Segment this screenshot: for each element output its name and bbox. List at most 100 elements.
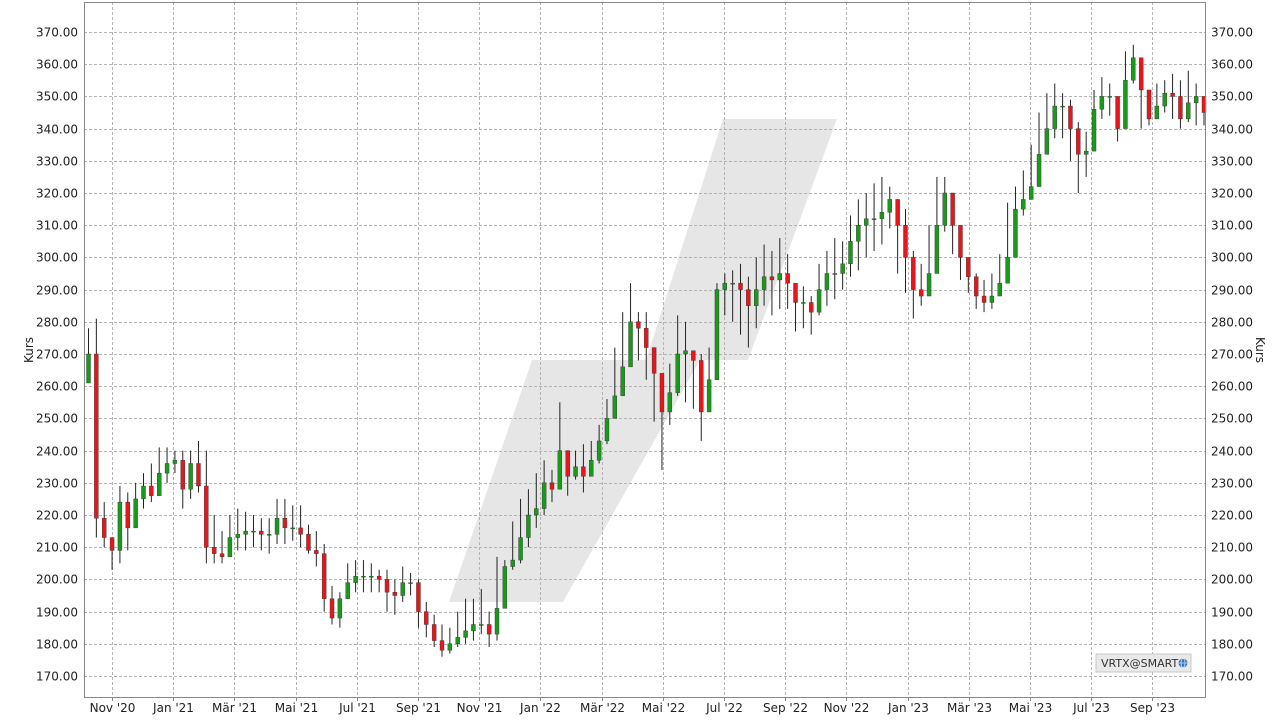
candle-body [486,624,492,635]
candle-up [714,283,720,380]
y-tick-label: 290.00 [36,284,78,298]
candle-down [125,492,130,551]
candle-down [785,254,790,309]
y-tick-label: 300.00 [1211,251,1253,265]
y-tick-label: 310.00 [1211,219,1253,233]
candle-up [573,450,578,480]
candle-up [1091,89,1097,152]
candle-body [997,282,1002,297]
candle-up [266,518,272,554]
candle-body [266,534,272,536]
candle-body [596,440,602,461]
candle-down [950,192,955,255]
candle-up [188,450,193,499]
x-tick-label: Mai '22 [642,701,685,715]
candle-body [832,273,837,275]
candle-body [400,582,405,596]
candle-down [298,505,303,548]
candle-body [809,302,814,313]
candle-down [376,569,382,593]
candle-down [958,224,963,280]
candle-down [486,611,492,648]
candle-body [526,514,531,538]
candle-up [494,556,500,641]
candle-up [730,270,735,322]
symbol-label: VRTX@SMART [1101,657,1178,670]
candle-body [157,472,162,496]
y-tick-label: 220.00 [1211,509,1253,523]
candle-body [989,295,995,303]
candle-body [918,289,924,297]
y-tick-label: 170.00 [1211,670,1253,684]
candle-body [848,241,853,265]
x-tick-label: Mär '22 [580,701,625,715]
x-tick-label: Nov '20 [90,701,136,715]
candle-body [329,598,335,619]
y-tick-label: 280.00 [36,316,78,330]
candle-down [384,569,390,612]
candle-up [345,563,350,599]
candle-down [1068,99,1073,161]
candle-body [644,328,649,348]
candle-body [636,321,641,329]
candle-body [1036,154,1042,187]
candle-up [722,273,728,316]
candle-down [1076,122,1081,193]
x-axis: Nov '20 Jan '21 Mär '21 Mai '21 Jul '21 Sep '… [90,697,1175,715]
candle-body [973,276,979,297]
candle-up [557,402,563,490]
y-tick-label: 220.00 [36,509,78,523]
candle-up [463,598,468,644]
candle-body [251,530,256,533]
candle-up [541,460,547,515]
candle-body [219,553,225,558]
x-tick-label: Mai '21 [275,701,318,715]
candle-body [549,482,555,490]
candle-down [903,209,908,293]
candle-body [903,224,908,258]
candle-body [628,321,633,368]
candle-up [942,176,947,232]
candle-body [243,530,248,535]
candle-body [1162,92,1167,107]
candle-body [887,199,892,213]
candle-body [259,530,264,535]
y-tick-label: 190.00 [36,606,78,620]
candle-up [1083,131,1089,177]
candle-body [1013,208,1018,258]
candle-up [141,473,146,509]
candle-body [761,276,767,290]
candle-body [589,460,594,477]
candle-down [149,463,154,503]
candle-body [1178,96,1183,120]
candle-body [1091,109,1097,152]
candle-up [1052,83,1057,139]
candle-body [424,611,429,625]
y-tick-label: 320.00 [36,187,78,201]
candle-body [1186,102,1191,120]
x-tick-label: Jan '23 [887,701,929,715]
candle-body [502,566,508,609]
candle-body [1146,89,1152,120]
candle-body [188,463,193,490]
candle-down [1138,57,1144,129]
candle-down [793,282,798,332]
y-tick-label: 260.00 [1211,380,1253,394]
candle-body [479,624,484,626]
candle-body [1060,105,1065,108]
candle-body [353,575,358,583]
candle-up [408,572,413,596]
candle-body [306,534,311,551]
x-tick-label: Jul '23 [1072,701,1110,715]
y-tick-label: 370.00 [1211,26,1253,40]
y-tick-label: 230.00 [1211,477,1253,491]
candle-body [227,537,233,558]
candle-body [801,302,806,304]
candle-body [274,518,280,535]
candle-body [172,460,178,464]
candle-body [958,224,963,258]
candle-body [345,582,350,599]
plot-border [84,2,1206,698]
candle-up [510,521,515,570]
candle-down [102,502,107,548]
